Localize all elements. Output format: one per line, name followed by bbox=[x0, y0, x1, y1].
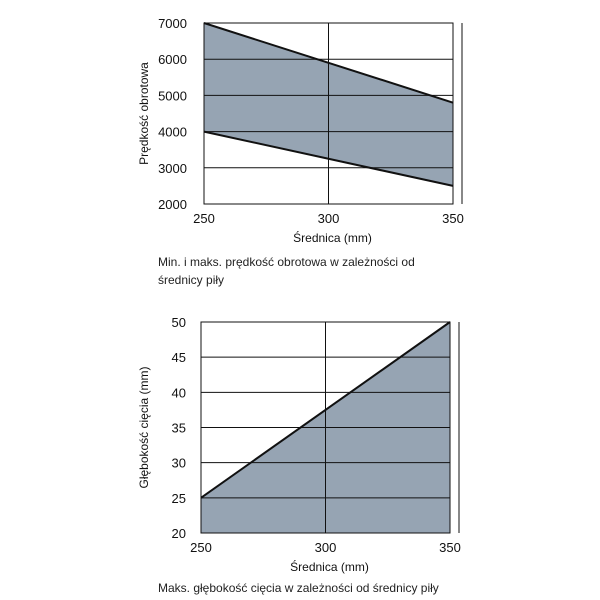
y-axis-label: Głębokość cięcia (mm) bbox=[137, 366, 151, 488]
y-tick-label: 4000 bbox=[158, 125, 187, 140]
x-tick-label: 350 bbox=[439, 540, 461, 555]
plot-frame bbox=[203, 22, 454, 205]
series-line bbox=[203, 130, 454, 187]
series-line bbox=[200, 321, 451, 499]
x-tick-label: 300 bbox=[315, 540, 337, 555]
y-tick-label: 5000 bbox=[158, 88, 187, 103]
chart-caption-speed: Min. i maks. prędkość obrotowa w zależno… bbox=[158, 255, 415, 287]
chart-caption-depth: Maks. głębokość cięcia w zależności od ś… bbox=[158, 581, 439, 595]
y-tick-label: 2000 bbox=[158, 197, 187, 212]
y-tick-label: 20 bbox=[172, 526, 186, 541]
x-tick-label: 250 bbox=[193, 211, 215, 226]
x-tick-label: 350 bbox=[442, 211, 464, 226]
y-tick-label: 40 bbox=[172, 385, 186, 400]
y-tick-label: 3000 bbox=[158, 161, 187, 176]
y-tick-label: 6000 bbox=[158, 52, 187, 67]
plot-frame bbox=[200, 321, 451, 534]
x-axis-label: Średnica (mm) bbox=[290, 559, 369, 574]
x-axis-label: Średnica (mm) bbox=[293, 230, 372, 245]
y-tick-label: 35 bbox=[172, 421, 186, 436]
y-axis-label: Prędkość obrotowa bbox=[137, 62, 151, 165]
x-tick-label: 300 bbox=[318, 211, 340, 226]
y-tick-label: 30 bbox=[172, 456, 186, 471]
y-tick-label: 7000 bbox=[158, 16, 187, 31]
series-line bbox=[203, 22, 454, 104]
rotational-speed-chart: 2000 3000 4000 5000 6000 7000 250 300 350 Średnic… bbox=[137, 16, 464, 245]
y-tick-label: 50 bbox=[172, 315, 186, 330]
x-tick-label: 250 bbox=[190, 540, 212, 555]
y-tick-label: 25 bbox=[172, 491, 186, 506]
y-tick-label: 45 bbox=[172, 350, 186, 365]
